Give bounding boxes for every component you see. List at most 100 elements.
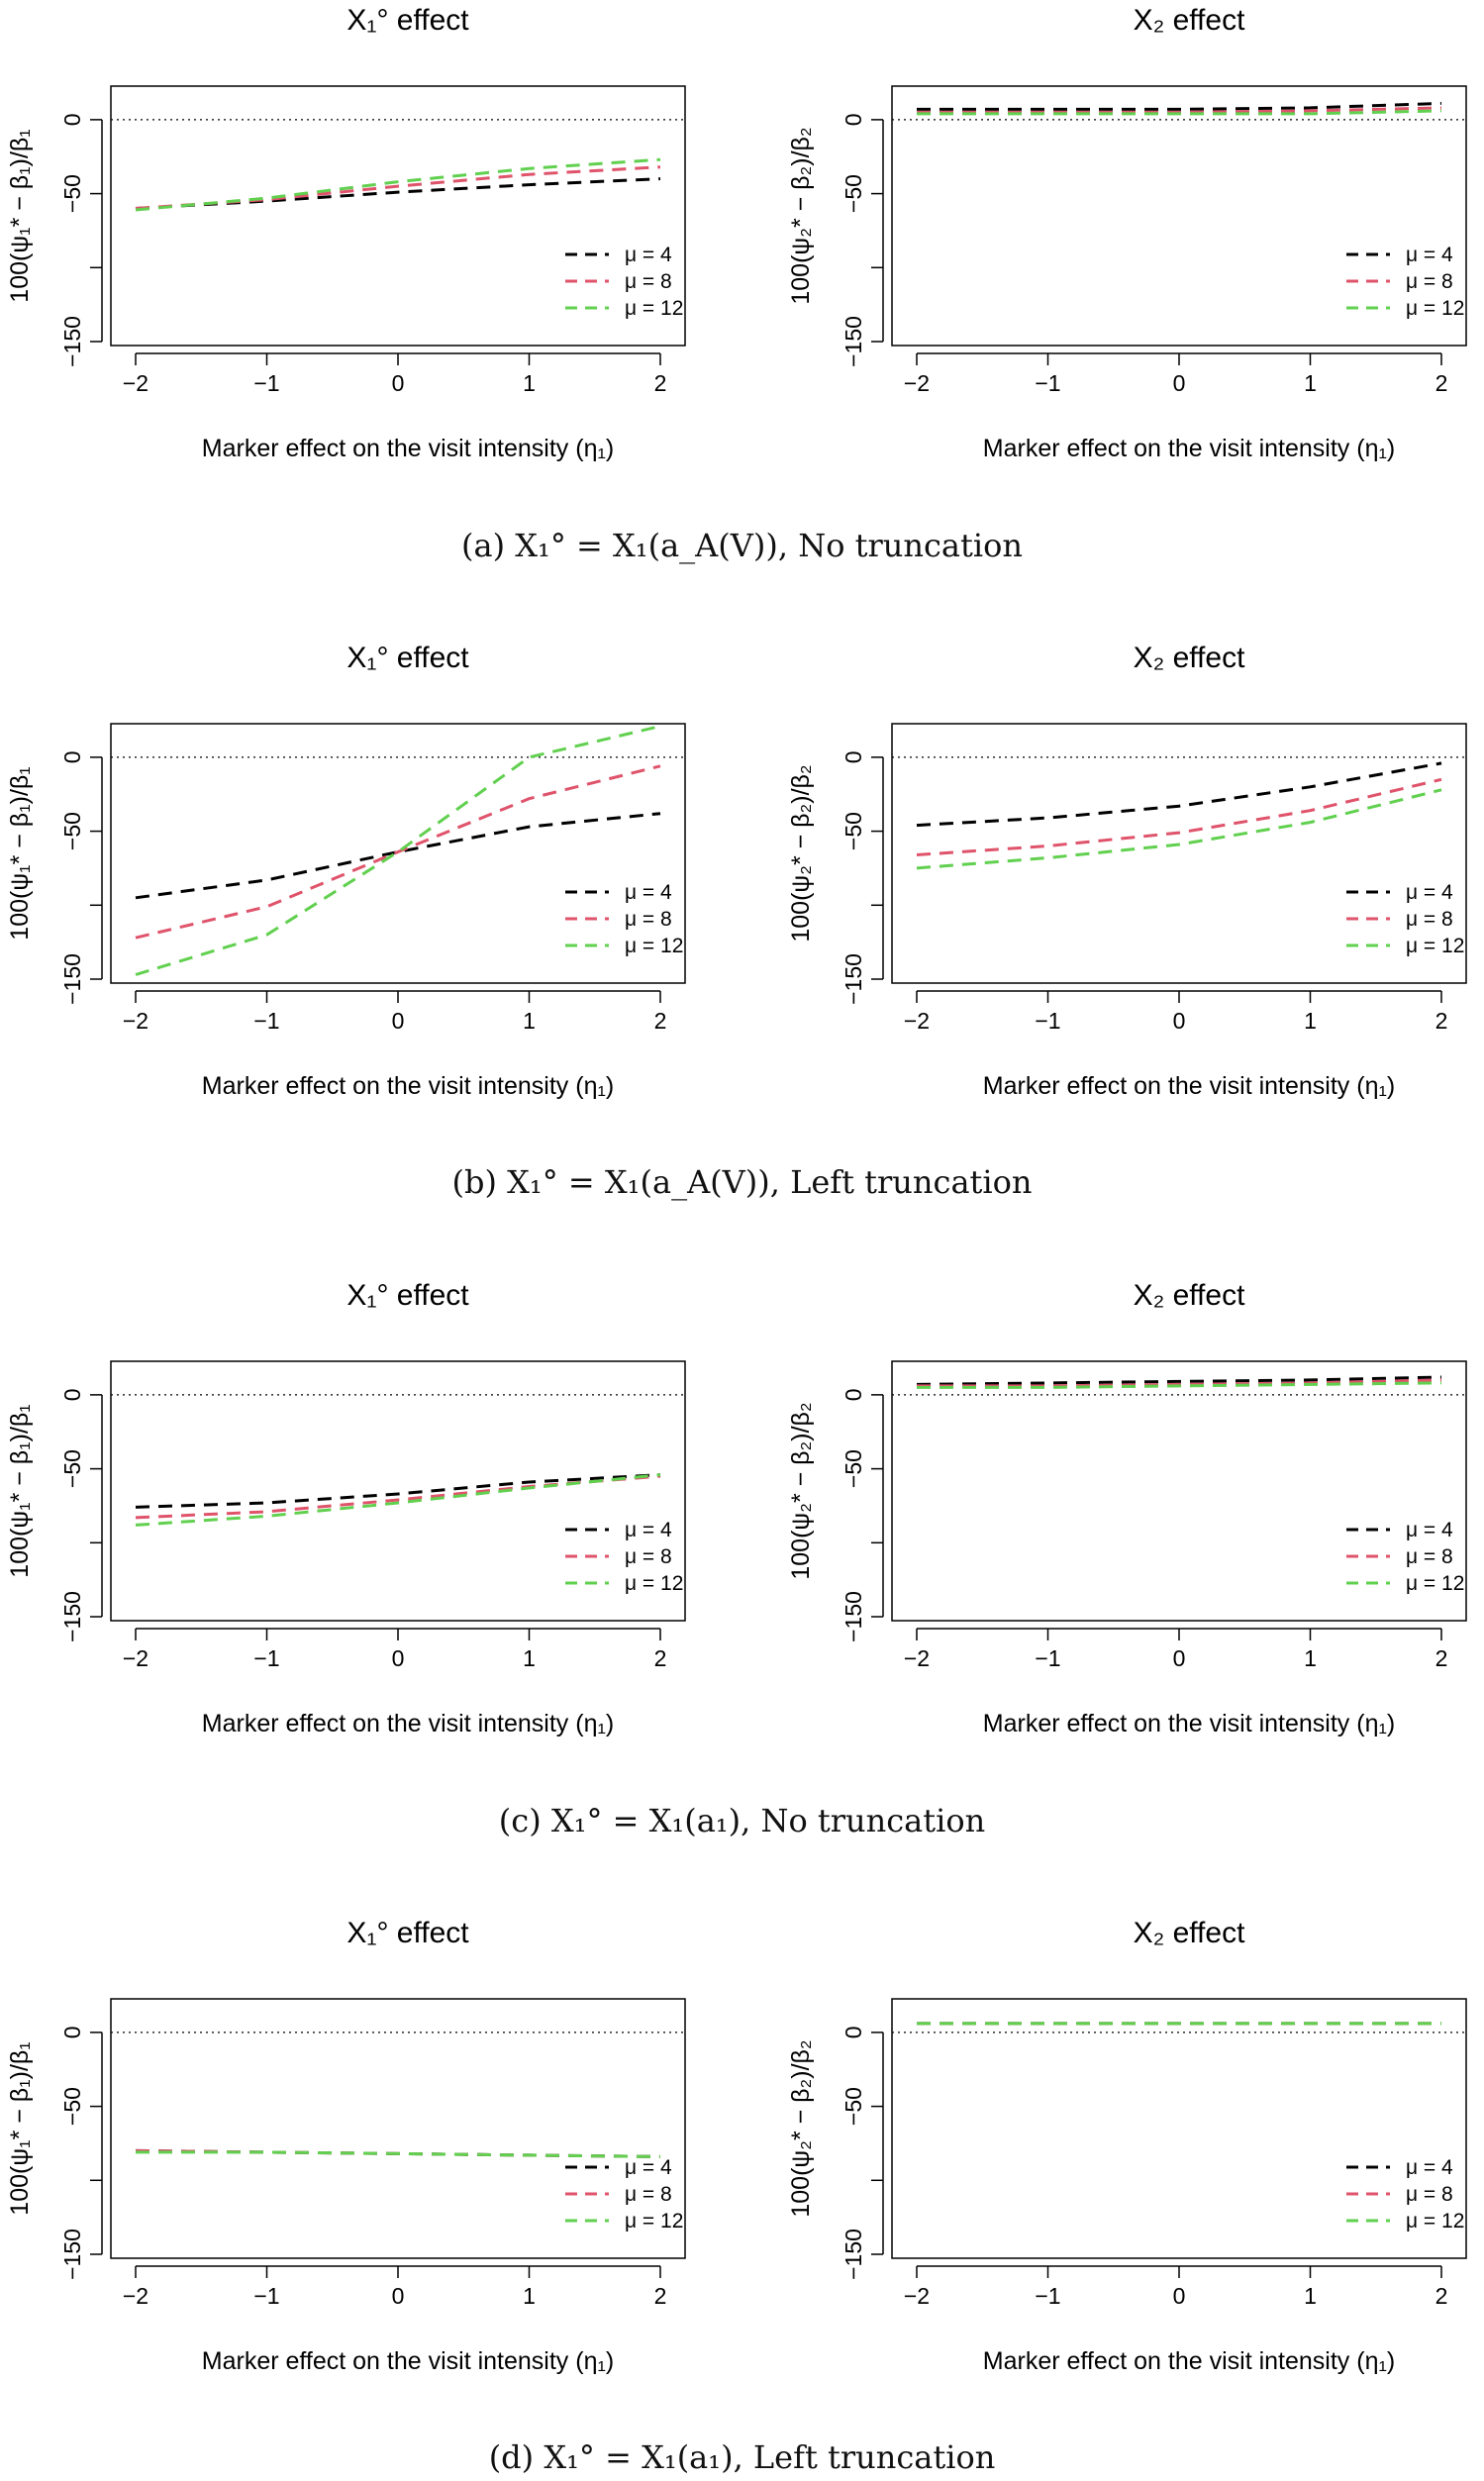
caption-a: (a) X₁° = X₁(a_A(V)), No truncation [461, 527, 1023, 564]
series-line-mu-4 [135, 177, 661, 210]
panel-d-right: X₂ effect −2 −1 0 1 2 Marker effect on the vis… [787, 1917, 1467, 2375]
y-tick-label: −50 [59, 1449, 85, 1488]
x-tick-label: 0 [1173, 2283, 1186, 2309]
x-tick-label: −2 [904, 1645, 930, 1671]
series-line-mu-12 [917, 1381, 1442, 1389]
x-tick-label: −2 [904, 2283, 930, 2309]
y-tick-label: 0 [59, 750, 85, 763]
y-axis-label: 100(ψ₁* − β₁)/β₁ [6, 766, 34, 940]
legend: μ = 4 μ = 8 μ = 12 [565, 244, 683, 320]
panel-a-right: X₂ effect −2 −1 0 1 2 Marker effect on the vis… [787, 4, 1467, 462]
x-tick-label: 2 [1435, 2283, 1448, 2309]
x-tick-label: −1 [253, 2283, 279, 2309]
caption-d: (d) X₁° = X₁(a₁), Left truncation [488, 2438, 996, 2476]
caption-c: (c) X₁° = X₁(a₁), No truncation [498, 1802, 986, 1839]
x-tick-label: −2 [123, 370, 148, 396]
legend: μ = 4 μ = 8 μ = 12 [565, 2156, 683, 2233]
legend-label: μ = 4 [1406, 244, 1453, 266]
series-line-mu-4 [916, 761, 1442, 828]
y-tick-label: −50 [841, 174, 866, 213]
legend-label: μ = 4 [1406, 2156, 1453, 2179]
y-tick-label: 0 [841, 1388, 866, 1401]
x-axis-label: Marker effect on the visit intensity (η₁… [983, 2347, 1395, 2375]
legend: μ = 4 μ = 8 μ = 12 [1346, 244, 1464, 320]
y-axis-label: 100(ψ₂* − β₂)/β₂ [787, 1402, 815, 1579]
y-tick-label: 0 [841, 113, 866, 126]
x-tick-label: −2 [904, 1008, 930, 1034]
y-tick-label: 0 [59, 1388, 85, 1401]
y-tick-label: −50 [59, 174, 85, 213]
y-axis-label: 100(ψ₁* − β₁)/β₁ [6, 129, 34, 302]
x-tick-label: 0 [1173, 370, 1186, 396]
x-tick-label: −1 [1035, 2283, 1060, 2309]
legend-label: μ = 4 [625, 2156, 672, 2179]
legend-label: μ = 12 [1406, 935, 1464, 957]
x-tick-label: 1 [523, 1645, 536, 1671]
y-axis-label: 100(ψ₁* − β₁)/β₁ [6, 2041, 34, 2215]
x-tick-label: 2 [654, 1645, 667, 1671]
legend-label: μ = 8 [1406, 270, 1453, 293]
x-tick-label: −2 [904, 370, 930, 396]
x-tick-label: 2 [1435, 370, 1448, 396]
panel-title: X₂ effect [1134, 1917, 1245, 1949]
panel-a-left: X₁° effect −2 −1 0 1 2 Marker effect on the vi… [6, 4, 686, 462]
legend-label: μ = 8 [1406, 2183, 1453, 2206]
series-line-mu-12 [136, 2150, 661, 2158]
y-axis-label: 100(ψ₂* − β₂)/β₂ [787, 764, 815, 942]
series-line-mu-12 [135, 1473, 661, 1527]
panel-title: X₂ effect [1134, 642, 1245, 674]
x-tick-label: 0 [392, 1008, 405, 1034]
x-tick-label: −2 [123, 1645, 148, 1671]
panel-title: X₁° effect [346, 4, 469, 37]
series-line-mu-4 [916, 1375, 1442, 1386]
legend-label: μ = 4 [625, 881, 672, 904]
legend-label: μ = 4 [1406, 1519, 1453, 1541]
legend-label: μ = 12 [625, 2210, 683, 2233]
panel-title: X₁° effect [346, 642, 469, 674]
x-tick-label: 1 [523, 370, 536, 396]
x-tick-label: 2 [1435, 1645, 1448, 1671]
x-tick-label: 1 [1304, 1008, 1317, 1034]
x-tick-label: 0 [392, 2283, 405, 2309]
panel-title: X₁° effect [346, 1917, 469, 1949]
series-line-mu-8 [135, 1474, 661, 1520]
x-tick-label: −1 [1035, 370, 1060, 396]
legend: μ = 4 μ = 8 μ = 12 [1346, 2156, 1464, 2233]
x-tick-label: 2 [654, 370, 667, 396]
panel-c-right: X₂ effect −2 −1 0 1 2 Marker effect on the vis… [787, 1279, 1467, 1737]
x-tick-label: 1 [1304, 2283, 1317, 2309]
y-tick-label: 0 [59, 2026, 85, 2038]
x-tick-label: −2 [123, 2283, 148, 2309]
x-tick-label: 2 [654, 2283, 667, 2309]
series-line-mu-12 [135, 157, 661, 212]
plot-frame [110, 85, 686, 347]
legend: μ = 4 μ = 8 μ = 12 [1346, 881, 1464, 957]
y-tick-label: 0 [59, 113, 85, 126]
y-tick-label: 0 [841, 750, 866, 763]
x-tick-label: 0 [1173, 1008, 1186, 1034]
x-axis-label: Marker effect on the visit intensity (η₁… [983, 1710, 1395, 1737]
legend-label: μ = 8 [625, 2183, 672, 2206]
legend-label: μ = 8 [625, 908, 672, 931]
plot-frame [891, 85, 1467, 347]
legend-label: μ = 8 [625, 1545, 672, 1568]
y-tick-label: −50 [59, 2087, 85, 2126]
y-tick-label: −150 [841, 316, 866, 367]
series-line-mu-4 [917, 101, 1442, 111]
panel-title: X₂ effect [1134, 1279, 1245, 1312]
y-tick-label: −150 [59, 2229, 85, 2280]
x-tick-label: −1 [253, 1008, 279, 1034]
x-tick-label: 1 [523, 2283, 536, 2309]
legend-label: μ = 12 [1406, 1572, 1464, 1595]
series-line-mu-12 [135, 725, 661, 976]
plot-frame [891, 723, 1467, 984]
y-tick-label: −50 [841, 2087, 866, 2126]
legend-label: μ = 12 [625, 1572, 683, 1595]
legend: μ = 4 μ = 8 μ = 12 [565, 881, 683, 957]
series-line-mu-8 [135, 764, 661, 940]
plot-frame [891, 1360, 1467, 1622]
x-tick-label: −1 [253, 370, 279, 396]
y-axis-label: 100(ψ₂* − β₂)/β₂ [787, 2039, 815, 2217]
x-axis-label: Marker effect on the visit intensity (η₁… [202, 435, 614, 462]
